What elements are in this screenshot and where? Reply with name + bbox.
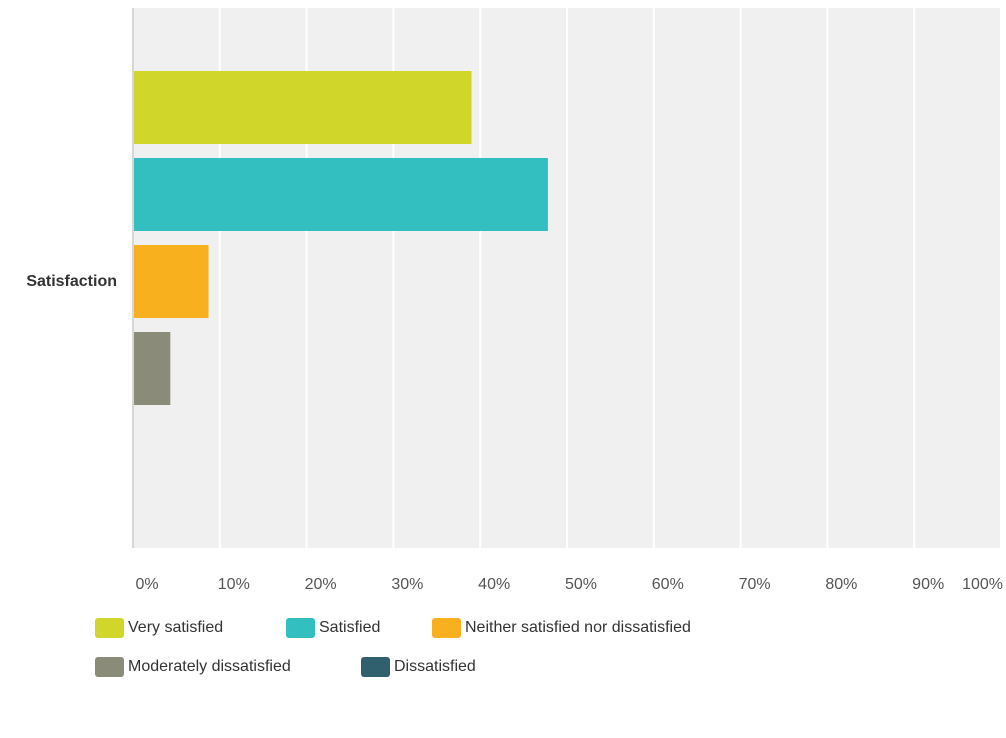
legend-label-satisfied: Satisfied [319, 619, 381, 636]
x-tick-label: 100% [962, 576, 1003, 593]
x-tick-label: 40% [478, 576, 510, 593]
x-tick-label: 50% [565, 576, 597, 593]
legend-item-satisfied: Satisfied [286, 618, 432, 638]
legend-label-very-satisfied: Very satisfied [128, 619, 224, 636]
bar-chart: 0% 10% 20% 30% 40% 50% 60% 70% 80% 90% 100% Satisf… [26, 8, 1003, 593]
bar-very-satisfied [134, 71, 472, 144]
legend-row-1: Very satisfied Satisfied Neither satisfi… [95, 616, 995, 640]
bars [134, 71, 548, 405]
legend-swatch-moderately-dissatisfied [95, 657, 124, 677]
legend-item-very-satisfied: Very satisfied [95, 618, 286, 638]
legend-swatch-dissatisfied [361, 657, 390, 677]
x-tick-label: 70% [739, 576, 771, 593]
x-tick-label: 80% [825, 576, 857, 593]
x-tick-label: 60% [652, 576, 684, 593]
x-tick-label: 30% [391, 576, 423, 593]
bar-neither-satisfied-nor-dissatisfied [134, 245, 209, 318]
legend-label-neither: Neither satisfied nor dissatisfied [465, 619, 691, 636]
legend-item-neither: Neither satisfied nor dissatisfied [432, 618, 691, 638]
x-tick-label: 0% [135, 576, 158, 593]
legend-swatch-very-satisfied [95, 618, 124, 638]
legend-row-2: Moderately dissatisfied Dissatisfied [95, 655, 995, 679]
bar-moderately-dissatisfied [134, 332, 171, 405]
legend-item-moderately-dissatisfied: Moderately dissatisfied [95, 657, 361, 677]
bar-satisfied [134, 158, 548, 231]
x-tick-label: 10% [218, 576, 250, 593]
legend-swatch-satisfied [286, 618, 315, 638]
x-tick-labels: 0% 10% 20% 30% 40% 50% 60% 70% 80% 90% 100% [135, 576, 1003, 593]
legend-swatch-neither [432, 618, 461, 638]
x-tick-label: 90% [912, 576, 944, 593]
x-tick-label: 20% [305, 576, 337, 593]
legend-item-dissatisfied: Dissatisfied [361, 657, 476, 677]
legend: Very satisfied Satisfied Neither satisfi… [95, 616, 995, 694]
category-label: Satisfaction [26, 273, 117, 290]
legend-label-dissatisfied: Dissatisfied [394, 658, 476, 675]
legend-label-moderately-dissatisfied: Moderately dissatisfied [128, 658, 291, 675]
